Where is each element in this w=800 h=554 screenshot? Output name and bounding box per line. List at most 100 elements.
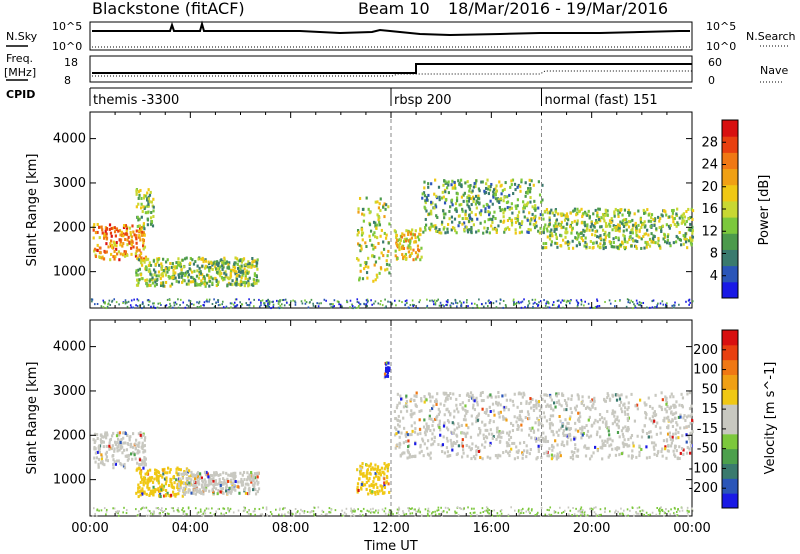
scatter-cell (351, 303, 353, 306)
scatter-cell (249, 513, 252, 516)
scatter-cell (126, 434, 129, 438)
scatter-cell (219, 490, 222, 494)
scatter-cell (191, 473, 194, 477)
scatter-cell (94, 460, 97, 464)
scatter-cell (149, 278, 152, 282)
scatter-cell (268, 300, 271, 303)
scatter-cell (501, 208, 504, 212)
scatter-cell (376, 467, 379, 471)
scatter-cell (523, 298, 525, 301)
scatter-cell (147, 304, 150, 307)
scatter-cell (625, 395, 628, 399)
scatter-cell (594, 418, 597, 422)
scatter-cell (396, 256, 399, 260)
scatter-cell (576, 454, 580, 458)
scatter-cell (428, 417, 431, 421)
scatter-cell (402, 441, 405, 445)
scatter-cell (615, 509, 617, 512)
scatter-cell (689, 238, 693, 242)
scatter-cell (497, 395, 500, 399)
scatter-cell (673, 217, 676, 221)
scatter-cell (237, 270, 241, 274)
scatter-cell (290, 300, 292, 303)
scatter-cell (576, 418, 580, 422)
scatter-cell (433, 400, 437, 404)
scatter-cell (578, 210, 581, 214)
scatter-cell (141, 507, 143, 510)
scatter-cell (495, 430, 499, 434)
scatter-cell (569, 427, 572, 431)
scatter-cell (455, 209, 458, 213)
scatter-cell (525, 401, 528, 405)
scatter-cell (636, 240, 639, 244)
scatter-cell (432, 511, 434, 514)
scatter-cell (546, 454, 549, 458)
scatter-cell (128, 240, 131, 244)
scatter-cell (182, 279, 185, 283)
scatter-cell (118, 238, 121, 242)
scatter-cell (219, 483, 222, 487)
scatter-cell (518, 441, 522, 445)
scatter-cell (448, 209, 451, 213)
scatter-cell (624, 240, 627, 244)
scatter-cell (689, 228, 692, 232)
scatter-cell (119, 445, 122, 449)
scatter-cell (691, 217, 694, 221)
scatter-cell (430, 202, 433, 206)
scatter-cell (124, 250, 128, 254)
scatter-cell (294, 301, 297, 304)
scatter-cell (635, 299, 638, 302)
scatter-cell (422, 425, 426, 429)
scatter-cell (495, 230, 498, 234)
scatter-cell (561, 440, 564, 444)
colorbar-cell (722, 433, 738, 450)
scatter-cell (477, 433, 480, 437)
scatter-cell (139, 273, 143, 277)
scatter-cell (671, 215, 674, 219)
scatter-cell (99, 438, 102, 442)
scatter-cell (661, 508, 664, 511)
scatter-cell (532, 409, 536, 413)
scatter-cell (135, 234, 138, 238)
scatter-cell (474, 184, 477, 188)
scatter-cell (190, 270, 194, 274)
scatter-cell (139, 480, 142, 484)
scatter-cell (157, 477, 160, 481)
scatter-cell (92, 236, 95, 240)
scatter-cell (272, 305, 275, 308)
scatter-cell (126, 243, 129, 247)
scatter-cell (585, 228, 588, 232)
scatter-cell (231, 485, 234, 489)
scatter-cell (100, 440, 103, 444)
scatter-cell (689, 301, 692, 304)
scatter-cell (216, 260, 219, 264)
scatter-cell (573, 513, 576, 516)
scatter-cell (558, 304, 560, 307)
scatter-cell (584, 454, 588, 458)
scatter-cell (182, 512, 185, 515)
scatter-cell (442, 209, 445, 213)
scatter-cell (138, 193, 141, 197)
scatter-cell (162, 469, 165, 473)
scatter-cell (548, 306, 551, 309)
scatter-cell (139, 252, 143, 256)
scatter-cell (578, 411, 581, 415)
scatter-cell (402, 405, 406, 409)
scatter-cell (616, 393, 619, 397)
scatter-cell (485, 411, 488, 415)
scatter-cell (376, 275, 379, 279)
scatter-cell (219, 265, 222, 269)
scatter-cell (447, 183, 450, 187)
scatter-cell (237, 266, 240, 270)
scatter-cell (428, 510, 431, 513)
scatter-cell (676, 514, 679, 517)
scatter-cell (182, 272, 185, 276)
scatter-cell (195, 282, 198, 286)
scatter-cell (429, 209, 433, 213)
scatter-cell (660, 405, 663, 409)
scatter-cell (220, 276, 224, 280)
scatter-cell (248, 303, 251, 306)
scatter-cell (167, 466, 170, 470)
scatter-cell (304, 299, 306, 302)
scatter-cell (419, 258, 422, 262)
